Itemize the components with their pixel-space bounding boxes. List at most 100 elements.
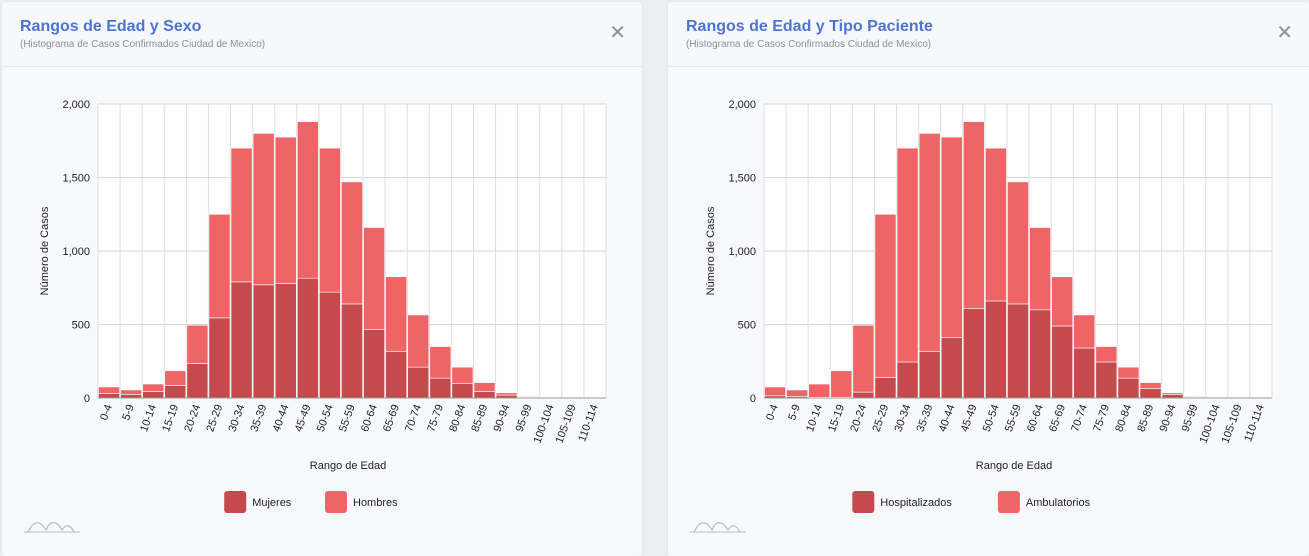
bar-hombres-55-59[interactable] xyxy=(341,181,363,305)
bar-mujeres-15-19[interactable] xyxy=(164,385,187,399)
bar-mujeres-65-69[interactable] xyxy=(385,351,408,399)
bar-hospitalizados-40-44[interactable] xyxy=(940,337,963,399)
bar-hombres-40-44[interactable] xyxy=(274,136,297,284)
bar-hospitalizados-65-69[interactable] xyxy=(1051,325,1074,399)
bar-hospitalizados-80-84[interactable] xyxy=(1117,377,1140,399)
bar-hospitalizados-90-94[interactable] xyxy=(1161,394,1184,399)
bar-hombres-30-34[interactable] xyxy=(230,147,253,283)
x-tick-label: 90-94 xyxy=(492,403,513,434)
bar-hospitalizados-35-39[interactable] xyxy=(918,351,941,399)
bar-hombres-70-74[interactable] xyxy=(407,314,430,368)
bar-hombres-75-79[interactable] xyxy=(429,346,452,379)
bar-mujeres-20-24[interactable] xyxy=(186,363,209,399)
bar-hombres-20-24[interactable] xyxy=(186,324,209,364)
bar-hombres-90-94[interactable] xyxy=(495,392,518,396)
bar-hombres-15-19[interactable] xyxy=(164,370,187,386)
bar-hospitalizados-20-24[interactable] xyxy=(852,391,875,399)
bar-ambulatorios-0-4[interactable] xyxy=(764,386,786,397)
bar-hombres-85-89[interactable] xyxy=(473,382,496,392)
bar-mujeres-35-39[interactable] xyxy=(252,284,275,399)
bar-hospitalizados-45-49[interactable] xyxy=(962,308,985,399)
legend-item-hombres[interactable]: Hombres xyxy=(325,491,398,513)
bar-hombres-45-49[interactable] xyxy=(296,121,319,279)
bar-ambulatorios-40-44[interactable] xyxy=(940,136,963,339)
bar-hospitalizados-75-79[interactable] xyxy=(1095,361,1118,399)
legend-swatch xyxy=(852,491,875,513)
bar-ambulatorios-65-69[interactable] xyxy=(1051,276,1074,327)
bar-mujeres-55-59[interactable] xyxy=(341,303,363,399)
bar-hombres-5-9[interactable] xyxy=(120,389,142,395)
bar-hospitalizados-60-64[interactable] xyxy=(1029,309,1051,399)
bar-hombres-60-64[interactable] xyxy=(363,227,385,330)
bar-hombres-25-29[interactable] xyxy=(208,213,231,319)
bar-ambulatorios-5-9[interactable] xyxy=(786,389,808,397)
y-tick-label: 1,000 xyxy=(62,246,90,258)
bar-hombres-0-4[interactable] xyxy=(98,386,120,394)
bar-ambulatorios-70-74[interactable] xyxy=(1073,314,1096,349)
legend-swatch xyxy=(325,491,347,513)
y-tick-label: 1,500 xyxy=(62,173,90,185)
bar-ambulatorios-20-24[interactable] xyxy=(852,324,875,393)
bar-ambulatorios-60-64[interactable] xyxy=(1029,227,1051,311)
x-tick-label: 80-84 xyxy=(1113,403,1134,434)
bar-mujeres-30-34[interactable] xyxy=(230,281,253,399)
bar-ambulatorios-10-14[interactable] xyxy=(808,383,831,398)
bar-mujeres-60-64[interactable] xyxy=(363,329,385,399)
bar-hombres-95-99[interactable] xyxy=(517,396,540,398)
bar-mujeres-10-14[interactable] xyxy=(142,391,165,399)
bar-mujeres-80-84[interactable] xyxy=(451,382,474,399)
legend-item-mujeres[interactable]: Mujeres xyxy=(224,491,292,513)
bar-hospitalizados-50-54[interactable] xyxy=(985,300,1007,399)
bar-mujeres-0-4[interactable] xyxy=(98,393,120,399)
x-tick-label: 25-29 xyxy=(870,403,891,434)
bar-mujeres-40-44[interactable] xyxy=(274,283,297,399)
bar-ambulatorios-50-54[interactable] xyxy=(985,147,1007,302)
bar-hospitalizados-85-89[interactable] xyxy=(1139,388,1162,399)
bar-ambulatorios-75-79[interactable] xyxy=(1095,346,1118,363)
x-tick-label: 0-4 xyxy=(98,403,115,422)
bar-mujeres-85-89[interactable] xyxy=(473,391,496,399)
bar-mujeres-75-79[interactable] xyxy=(429,377,452,399)
legend-item-hospitalizados[interactable]: Hospitalizados xyxy=(852,491,952,513)
bar-hospitalizados-55-59[interactable] xyxy=(1007,303,1029,399)
x-tick-label: 60-64 xyxy=(359,403,380,434)
bar-ambulatorios-95-99[interactable] xyxy=(1183,396,1206,398)
bar-mujeres-45-49[interactable] xyxy=(296,277,319,399)
close-icon[interactable]: ✕ xyxy=(609,20,626,44)
bar-ambulatorios-80-84[interactable] xyxy=(1117,366,1140,379)
x-tick-label: 45-49 xyxy=(293,403,314,434)
bar-ambulatorios-45-49[interactable] xyxy=(962,121,985,309)
bar-mujeres-50-54[interactable] xyxy=(319,291,341,399)
bar-hombres-35-39[interactable] xyxy=(252,133,275,286)
bar-hospitalizados-30-34[interactable] xyxy=(896,361,919,399)
x-tick-label: 35-39 xyxy=(915,403,936,434)
bar-hospitalizados-70-74[interactable] xyxy=(1073,347,1096,399)
bar-ambulatorios-30-34[interactable] xyxy=(896,147,919,363)
x-tick-label: 60-64 xyxy=(1025,403,1046,434)
bar-hombres-10-14[interactable] xyxy=(142,383,165,392)
chart-panel-sexo: Rangos de Edad y Sexo (Histograma de Cas… xyxy=(2,2,642,556)
legend-item-ambulatorios[interactable]: Ambulatorios xyxy=(997,491,1091,513)
bar-ambulatorios-15-19[interactable] xyxy=(830,370,853,398)
bar-hombres-50-54[interactable] xyxy=(319,147,341,293)
bar-ambulatorios-55-59[interactable] xyxy=(1007,181,1029,305)
bar-hombres-80-84[interactable] xyxy=(451,366,474,384)
x-tick-label: 100-104 xyxy=(532,403,557,445)
y-tick-label: 0 xyxy=(84,393,90,405)
bar-mujeres-5-9[interactable] xyxy=(120,394,142,399)
bar-mujeres-70-74[interactable] xyxy=(407,366,430,399)
bar-mujeres-25-29[interactable] xyxy=(208,317,231,399)
x-tick-label: 85-89 xyxy=(469,403,490,434)
x-tick-label: 50-54 xyxy=(981,403,1002,434)
x-tick-label: 75-79 xyxy=(1091,403,1112,434)
x-tick-label: 5-9 xyxy=(786,403,803,422)
x-tick-label: 30-34 xyxy=(892,403,913,434)
bar-ambulatorios-25-29[interactable] xyxy=(874,213,897,378)
bar-hombres-65-69[interactable] xyxy=(385,276,408,352)
bar-ambulatorios-90-94[interactable] xyxy=(1161,392,1184,395)
x-tick-label: 100-104 xyxy=(1198,403,1223,445)
close-icon[interactable]: ✕ xyxy=(1276,20,1293,44)
bar-ambulatorios-85-89[interactable] xyxy=(1139,382,1162,389)
bar-ambulatorios-35-39[interactable] xyxy=(918,133,941,352)
bar-hospitalizados-25-29[interactable] xyxy=(874,377,897,399)
